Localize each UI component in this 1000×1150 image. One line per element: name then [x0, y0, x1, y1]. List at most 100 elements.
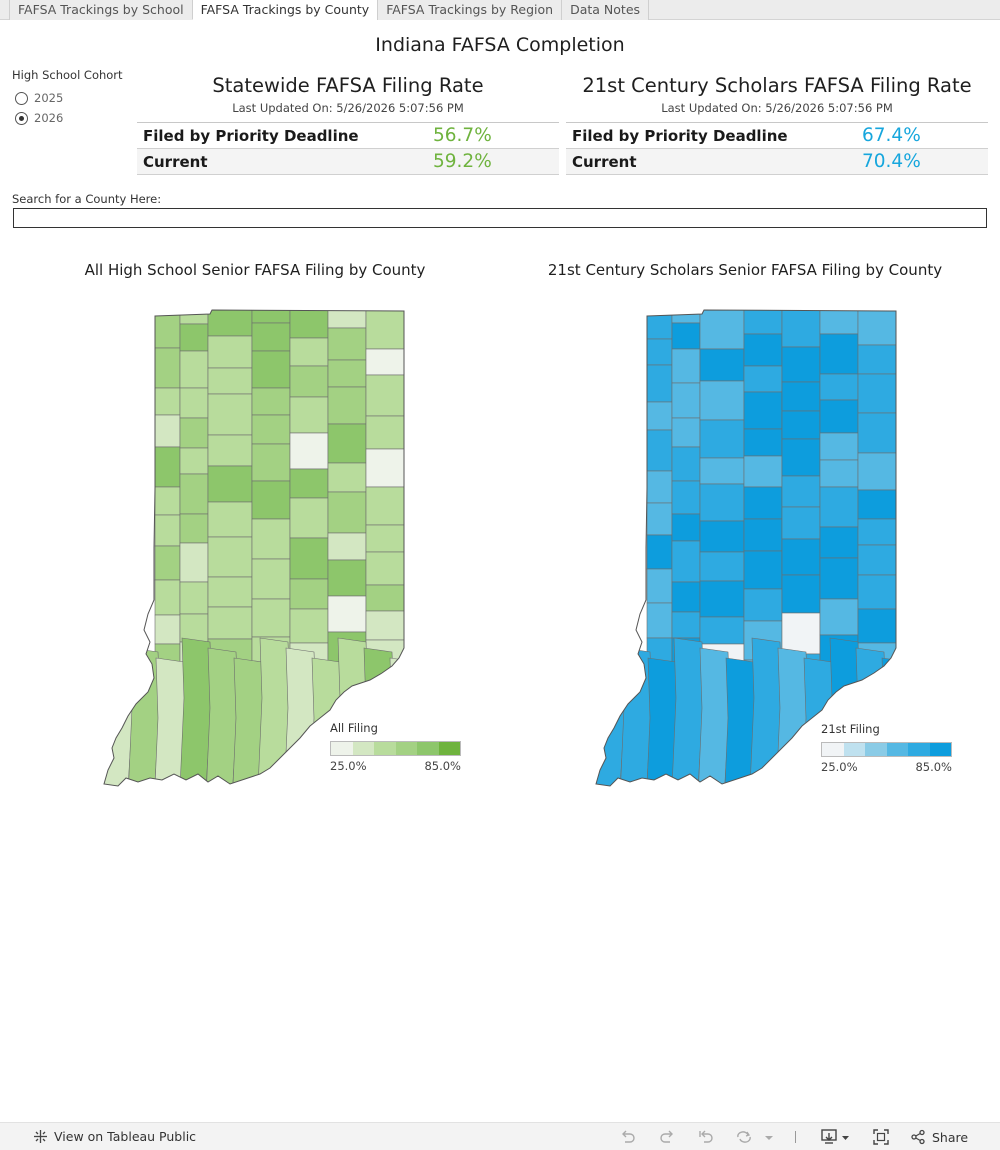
county-shape[interactable] [365, 610, 404, 641]
county-shape[interactable] [781, 410, 821, 440]
county-shape[interactable] [781, 381, 821, 412]
county-shape[interactable] [781, 574, 821, 614]
county-shape[interactable] [365, 374, 404, 417]
county-shape[interactable] [179, 542, 209, 583]
tab-fafsa-trackings-by-county[interactable]: FAFSA Trackings by County [191, 0, 379, 20]
county-shape[interactable] [743, 455, 783, 488]
county-shape[interactable] [289, 308, 329, 339]
county-shape[interactable] [257, 637, 291, 788]
refresh-icon[interactable] [735, 1128, 753, 1146]
county-shape[interactable] [289, 773, 329, 790]
county-shape[interactable] [179, 581, 209, 615]
county-shape[interactable] [819, 399, 859, 434]
county-shape[interactable] [699, 520, 745, 553]
county-shape[interactable] [781, 538, 821, 576]
county-shape[interactable] [699, 616, 745, 645]
county-shape[interactable] [207, 576, 253, 608]
county-shape[interactable] [743, 550, 783, 590]
county-shape[interactable] [857, 344, 896, 375]
county-shape[interactable] [207, 501, 253, 538]
county-shape[interactable] [819, 373, 859, 401]
county-shape[interactable] [327, 462, 367, 493]
county-shape[interactable] [251, 518, 291, 560]
county-shape[interactable] [327, 359, 367, 388]
county-shape[interactable] [857, 518, 896, 546]
county-shape[interactable] [857, 308, 896, 346]
county-shape[interactable] [207, 434, 253, 467]
county-shape[interactable] [819, 432, 859, 461]
county-shape[interactable] [699, 483, 745, 522]
county-shape[interactable] [857, 544, 896, 576]
county-shape[interactable] [365, 785, 404, 790]
county-shape[interactable] [819, 459, 859, 488]
cohort-option-2026[interactable]: 2026 [12, 108, 123, 128]
radio-2025[interactable] [15, 91, 28, 105]
county-shape[interactable] [207, 393, 253, 436]
county-shape[interactable] [857, 373, 896, 414]
county-shape[interactable] [819, 486, 859, 528]
county-shape[interactable] [857, 608, 896, 644]
county-shape[interactable] [327, 559, 367, 597]
county-shape[interactable] [671, 637, 705, 788]
county-shape[interactable] [781, 612, 821, 655]
county-shape[interactable] [327, 595, 367, 633]
county-shape[interactable] [781, 759, 821, 790]
county-shape[interactable] [289, 497, 329, 539]
county-shape[interactable] [671, 611, 701, 639]
county-shape[interactable] [699, 551, 745, 582]
county-shape[interactable] [365, 448, 404, 488]
county-shape[interactable] [154, 514, 181, 547]
county-shape[interactable] [179, 308, 209, 325]
county-shape[interactable] [365, 348, 404, 376]
county-shape[interactable] [251, 783, 291, 790]
county-shape[interactable] [743, 391, 783, 430]
county-shape[interactable] [179, 778, 209, 790]
county-shape[interactable] [289, 537, 329, 580]
view-on-tableau-link[interactable]: View on Tableau Public [33, 1129, 196, 1144]
county-shape[interactable] [699, 308, 745, 350]
county-shape[interactable] [781, 438, 821, 477]
county-shape[interactable] [819, 598, 859, 636]
county-shape[interactable] [743, 486, 783, 520]
cohort-option-2025[interactable]: 2025 [12, 88, 123, 108]
county-shape[interactable] [857, 489, 896, 520]
county-shape[interactable] [179, 387, 209, 419]
county-shape[interactable] [646, 338, 673, 366]
county-shape[interactable] [646, 502, 673, 536]
county-shape[interactable] [289, 741, 329, 775]
county-shape[interactable] [251, 414, 291, 445]
county-shape[interactable] [179, 513, 209, 544]
county-shape[interactable] [743, 588, 783, 622]
county-shape[interactable] [251, 480, 291, 520]
revert-icon[interactable] [697, 1128, 715, 1146]
county-shape[interactable] [646, 308, 673, 340]
county-shape[interactable] [646, 534, 673, 570]
county-shape[interactable] [743, 308, 783, 335]
county-shape[interactable] [365, 584, 404, 612]
county-search-input[interactable] [13, 208, 987, 228]
county-shape[interactable] [289, 365, 329, 398]
county-shape[interactable] [289, 608, 329, 644]
county-shape[interactable] [327, 327, 367, 361]
county-shape[interactable] [699, 580, 745, 618]
fullscreen-icon[interactable] [872, 1128, 890, 1146]
county-shape[interactable] [646, 429, 673, 472]
county-shape[interactable] [205, 647, 239, 790]
county-shape[interactable] [327, 532, 367, 561]
county-shape[interactable] [646, 401, 673, 431]
county-shape[interactable] [154, 579, 181, 616]
county-shape[interactable] [154, 308, 181, 349]
county-shape[interactable] [857, 574, 896, 610]
county-shape[interactable] [289, 337, 329, 367]
undo-icon[interactable] [619, 1128, 637, 1146]
county-shape[interactable] [619, 647, 653, 790]
county-shape[interactable] [857, 452, 896, 491]
county-shape[interactable] [289, 432, 329, 470]
county-shape[interactable] [857, 412, 896, 454]
scholars-filing-county-map[interactable] [592, 308, 902, 790]
county-shape[interactable] [699, 380, 745, 421]
county-shape[interactable] [179, 323, 209, 352]
radio-2026[interactable] [15, 111, 28, 125]
county-shape[interactable] [127, 647, 161, 790]
county-shape[interactable] [857, 774, 896, 790]
